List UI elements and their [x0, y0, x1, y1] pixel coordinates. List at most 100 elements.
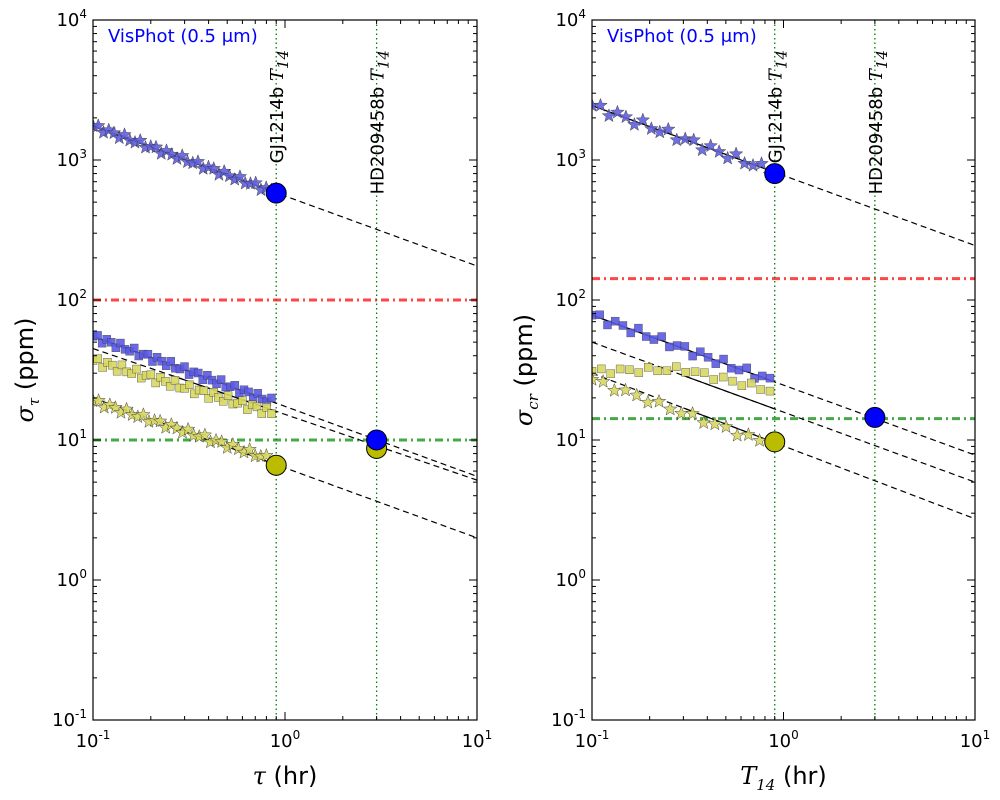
- data-point: [641, 332, 651, 341]
- data-point: [634, 323, 643, 333]
- data-point: [148, 357, 157, 366]
- data-point: [132, 132, 148, 147]
- label-HD209458b: HD209458b T14: [866, 50, 891, 194]
- data-point: [665, 342, 674, 352]
- y-tick-label: 102: [56, 287, 87, 311]
- right-x-axis-label: T14 (hr): [740, 762, 827, 794]
- data-point: [686, 132, 702, 147]
- series-blue-squares: [592, 310, 775, 383]
- data-point: [606, 369, 615, 378]
- left-x-axis-label: τ (hr): [253, 762, 318, 790]
- left-instrument-annotation: VisPhot (0.5 μm): [108, 26, 258, 47]
- data-point: [662, 401, 678, 416]
- data-point: [119, 401, 134, 416]
- data-point: [681, 368, 690, 377]
- data-point: [262, 403, 271, 412]
- data-point: [752, 432, 767, 447]
- data-point: [194, 368, 203, 378]
- data-point: [672, 362, 681, 371]
- data-point: [166, 357, 175, 366]
- left-plot-area: [93, 20, 477, 720]
- series-yellow-stars: [592, 371, 767, 447]
- data-point: [93, 354, 103, 363]
- data-point: [711, 359, 721, 368]
- data-point: [116, 338, 125, 348]
- label-HD209458b: HD209458b T14: [368, 50, 393, 194]
- y-tick-label: 102: [555, 287, 586, 311]
- data-point: [165, 382, 175, 391]
- highlight-point-3: [864, 406, 886, 428]
- x-tick-label: 10-1: [575, 728, 610, 752]
- data-point: [257, 409, 267, 418]
- data-point: [694, 142, 710, 157]
- data-point: [597, 364, 606, 374]
- data-point: [765, 386, 775, 396]
- x-tick-label: 100: [270, 728, 301, 752]
- highlight-point-4: [366, 429, 388, 451]
- data-point: [595, 310, 604, 320]
- data-point: [127, 369, 136, 378]
- y-tick-label: 10-1: [52, 707, 87, 731]
- data-point: [93, 331, 102, 340]
- data-point: [690, 367, 700, 376]
- x-tick-label: 100: [768, 728, 799, 752]
- data-point: [625, 365, 634, 374]
- data-point: [148, 139, 164, 154]
- series-blue-stars: [93, 118, 279, 197]
- data-point: [248, 175, 264, 190]
- data-point: [209, 387, 218, 397]
- data-point: [152, 413, 168, 428]
- x-tick-label: 10-1: [76, 728, 111, 752]
- data-point: [111, 343, 121, 352]
- data-point: [737, 155, 752, 170]
- data-point: [223, 391, 233, 400]
- data-point: [709, 375, 718, 384]
- data-point: [170, 376, 180, 385]
- data-point: [700, 368, 709, 377]
- data-point: [117, 127, 132, 142]
- data-point: [108, 360, 117, 370]
- data-point: [112, 366, 122, 376]
- data-point: [657, 332, 666, 341]
- data-point: [644, 363, 653, 372]
- data-point: [618, 382, 633, 397]
- data-point: [601, 108, 617, 123]
- y-tick-label: 101: [555, 427, 586, 451]
- data-point: [185, 380, 194, 389]
- data-point: [190, 154, 206, 168]
- data-point: [203, 371, 212, 380]
- label-GJ1214b: GJ1214b T14: [766, 50, 791, 163]
- data-point: [754, 155, 769, 170]
- data-point: [649, 335, 659, 344]
- data-point: [741, 427, 756, 442]
- data-point: [718, 419, 734, 434]
- highlight-point-1: [265, 182, 287, 204]
- data-point: [626, 328, 635, 338]
- data-point: [198, 375, 208, 384]
- data-point: [151, 378, 160, 388]
- right-instrument-annotation: VisPhot (0.5 μm): [607, 26, 757, 47]
- data-point: [593, 97, 608, 112]
- data-point: [259, 447, 274, 462]
- data-point: [230, 381, 240, 390]
- data-point: [204, 394, 213, 403]
- data-point: [685, 405, 700, 420]
- series-blue-squares: [93, 331, 276, 406]
- y-tick-label: 103: [555, 147, 586, 171]
- data-point: [643, 121, 659, 136]
- series-yellow-squares: [592, 362, 775, 396]
- data-point: [162, 361, 171, 370]
- data-point: [98, 363, 107, 372]
- data-point: [216, 375, 226, 384]
- data-point: [592, 367, 597, 376]
- data-point: [756, 385, 765, 394]
- data-point: [707, 416, 723, 431]
- fit-extrapolation-2: [93, 335, 477, 477]
- data-point: [703, 353, 713, 362]
- data-point: [219, 397, 228, 406]
- data-point: [117, 360, 127, 370]
- y-tick-label: 101: [56, 427, 87, 451]
- highlight-point-2: [265, 454, 287, 476]
- data-point: [592, 371, 600, 386]
- data-point: [267, 393, 276, 403]
